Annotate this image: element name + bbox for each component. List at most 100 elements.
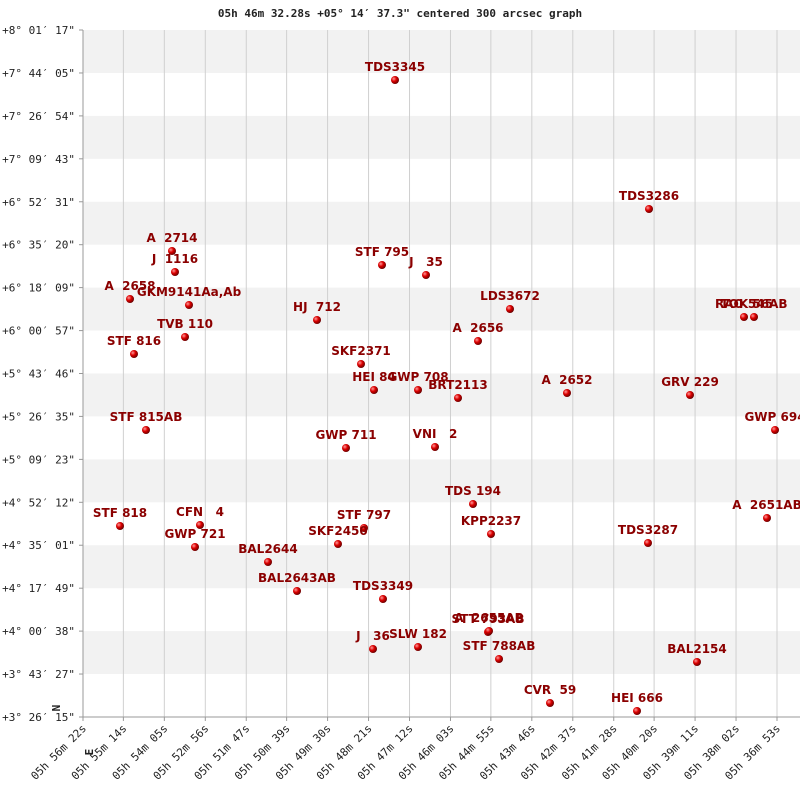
star-point xyxy=(370,385,379,394)
band xyxy=(83,287,800,331)
y-tick-label: +4° 35′ 01" xyxy=(2,539,75,552)
star-label: A 2651AB xyxy=(732,498,800,512)
star-label: BAL2154 xyxy=(667,642,726,656)
band xyxy=(83,30,800,73)
star-label: HEI 666 xyxy=(611,691,663,705)
band xyxy=(83,115,800,159)
star-label: STF 815AB xyxy=(110,410,183,424)
grid xyxy=(79,29,778,721)
star-point xyxy=(485,627,494,636)
chart-title: 05h 46m 32.28s +05° 14′ 37.3" centered 3… xyxy=(218,7,582,20)
y-tick-label: +6° 18′ 09" xyxy=(2,282,75,295)
star-point xyxy=(644,538,653,547)
star-point xyxy=(116,522,125,531)
star-label: VNI 2 xyxy=(413,427,458,441)
star-point xyxy=(170,267,179,276)
star-point xyxy=(357,359,366,368)
star-label: TOK 56AB xyxy=(721,297,788,311)
band xyxy=(83,373,800,417)
star-label: TVB 110 xyxy=(157,317,213,331)
star-point xyxy=(264,558,273,567)
star-label: TDS3349 xyxy=(353,579,413,593)
star-label: A 2714 xyxy=(146,231,197,245)
star-label: GWP 694 xyxy=(744,410,800,424)
star-point xyxy=(563,388,572,397)
star-label: TDS3287 xyxy=(618,523,678,537)
star-point xyxy=(546,699,555,708)
star-point xyxy=(378,260,387,269)
star-point xyxy=(422,270,431,279)
star-label: SKF2371 xyxy=(331,344,391,358)
star-label: HJ 712 xyxy=(293,300,341,314)
star-label: STF 797 xyxy=(337,508,391,522)
star-label: LDS3672 xyxy=(480,289,540,303)
star-point xyxy=(506,305,515,314)
star-point xyxy=(693,657,702,666)
star-point xyxy=(379,595,388,604)
band xyxy=(83,545,800,589)
east-label: E xyxy=(83,749,96,756)
y-tick-label: +5° 09′ 23" xyxy=(2,453,75,466)
star-label: STF 816 xyxy=(107,334,161,348)
y-tick-label: +4° 52′ 12" xyxy=(2,496,75,509)
star-label: STF 788AB xyxy=(463,639,536,653)
star-point xyxy=(190,542,199,551)
star-label: GRV 229 xyxy=(661,375,719,389)
y-tick-label: +4° 17′ 49" xyxy=(2,582,75,595)
star-point xyxy=(633,707,642,716)
star-label: TDS3286 xyxy=(619,189,679,203)
y-tick-label: +4° 00′ 38" xyxy=(2,625,75,638)
y-tick-label: +3° 43′ 27" xyxy=(2,668,75,681)
band xyxy=(83,459,800,503)
star-point xyxy=(126,294,135,303)
star-label: CVR 59 xyxy=(524,683,576,697)
star-label: A 2658 xyxy=(104,279,155,293)
star-point xyxy=(431,443,440,452)
y-tick-label: +5° 26′ 35" xyxy=(2,410,75,423)
y-tick-label: +6° 35′ 20" xyxy=(2,239,75,252)
star-label: TDS3345 xyxy=(365,60,425,74)
band xyxy=(83,201,800,245)
star-point xyxy=(185,301,194,310)
star-label: BAL2643AB xyxy=(258,571,336,585)
bands xyxy=(83,30,800,675)
star-label: HEI 84 xyxy=(352,370,396,384)
star-label: RAO 545 xyxy=(715,297,773,311)
star-point xyxy=(142,425,151,434)
star-point xyxy=(685,390,694,399)
star-point xyxy=(313,316,322,325)
y-tick-label: +8° 01′ 17" xyxy=(2,24,75,37)
star-point xyxy=(750,312,759,321)
y-tick-label: +7° 26′ 54" xyxy=(2,110,75,123)
y-tick-label: +3° 26′ 15" xyxy=(2,711,75,724)
band xyxy=(83,631,800,675)
y-tick-label: +6° 52′ 31" xyxy=(2,196,75,209)
star-point xyxy=(360,523,369,532)
star-point xyxy=(181,332,190,341)
star-point xyxy=(740,312,749,321)
star-point xyxy=(454,393,463,402)
star-point xyxy=(469,500,478,509)
star-point xyxy=(369,645,378,654)
star-label: J 35 xyxy=(408,255,443,269)
y-tick-label: +5° 43′ 46" xyxy=(2,368,75,381)
star-point xyxy=(495,654,504,663)
y-tick-label: +7° 09′ 43" xyxy=(2,153,75,166)
y-tick-label: +6° 00′ 57" xyxy=(2,325,75,338)
star-point xyxy=(474,337,483,346)
star-point xyxy=(195,520,204,529)
star-label: STF 795 xyxy=(355,245,409,259)
star-point xyxy=(487,530,496,539)
star-label: GWP 708 xyxy=(387,370,448,384)
star-label: STT 793AB xyxy=(452,612,525,626)
star-point xyxy=(168,247,177,256)
north-label: N xyxy=(50,705,63,712)
star-label: BRT2113 xyxy=(428,378,487,392)
star-point xyxy=(342,443,351,452)
star-label: J 1116 xyxy=(151,252,198,266)
star-label: BAL2644 xyxy=(238,542,297,556)
star-point xyxy=(390,75,399,84)
star-label: GKM9141Aa,Ab xyxy=(137,285,242,299)
star-label: STF 818 xyxy=(93,506,147,520)
